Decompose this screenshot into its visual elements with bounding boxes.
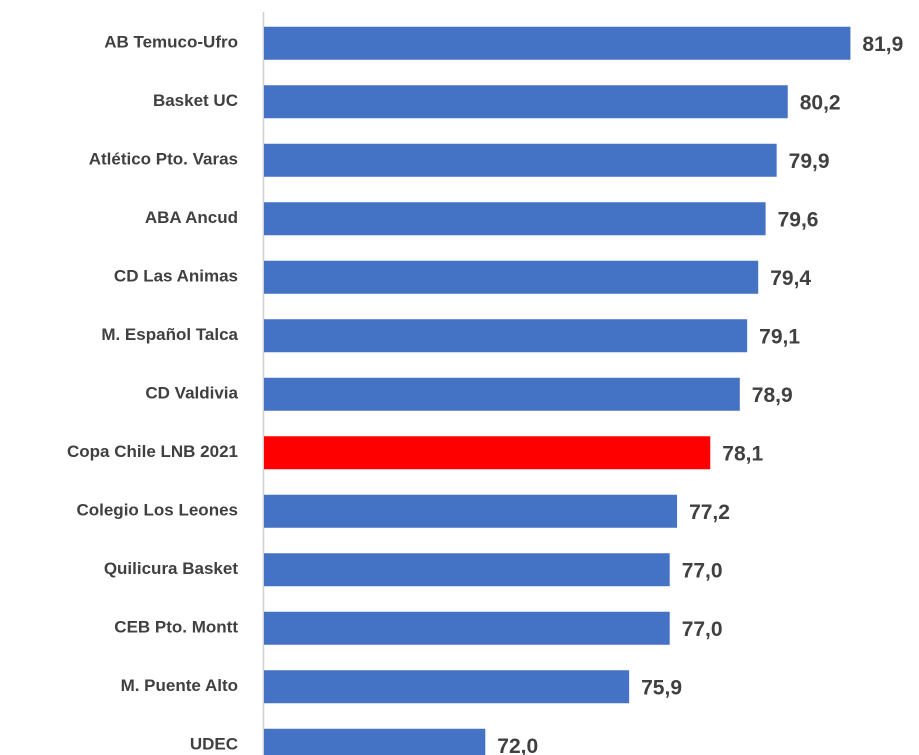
bar [264, 728, 486, 755]
bar [264, 670, 630, 704]
bar [264, 260, 759, 294]
category-label: Copa Chile LNB 2021 [67, 442, 238, 461]
category-label: UDEC [190, 735, 238, 754]
bar [264, 26, 851, 60]
category-label: Atlético Pto. Varas [89, 150, 238, 169]
value-label: 80,2 [800, 91, 841, 114]
category-label: ABA Ancud [145, 208, 238, 227]
bar [264, 202, 766, 236]
bar [264, 611, 670, 645]
value-label: 79,6 [778, 208, 819, 231]
value-label: 79,9 [789, 150, 830, 173]
category-label: Colegio Los Leones [76, 501, 238, 520]
category-label: CD Valdivia [145, 384, 238, 403]
value-label: 79,1 [759, 325, 800, 348]
bar [264, 143, 777, 177]
category-label: Basket UC [153, 91, 238, 110]
category-label: M. Puente Alto [121, 676, 238, 695]
value-label: 77,2 [689, 501, 730, 524]
category-label: AB Temuco-Ufro [104, 33, 238, 52]
value-label: 78,1 [722, 442, 763, 465]
bar [264, 377, 740, 411]
category-label: Quilicura Basket [104, 559, 239, 578]
category-label: CD Las Animas [114, 267, 238, 286]
value-label: 78,9 [752, 384, 793, 407]
value-label: 81,9 [862, 33, 903, 56]
value-label: 79,4 [770, 267, 811, 290]
category-label: CEB Pto. Montt [114, 618, 238, 637]
value-label: 72,0 [497, 735, 538, 755]
category-label: M. Español Talca [101, 325, 238, 344]
bar [264, 319, 748, 353]
value-label: 77,0 [682, 618, 723, 641]
bar [264, 85, 788, 119]
bar [264, 553, 670, 587]
value-label: 77,0 [682, 559, 723, 582]
bar [264, 436, 711, 470]
value-label: 75,9 [641, 676, 682, 699]
bar [264, 494, 678, 528]
